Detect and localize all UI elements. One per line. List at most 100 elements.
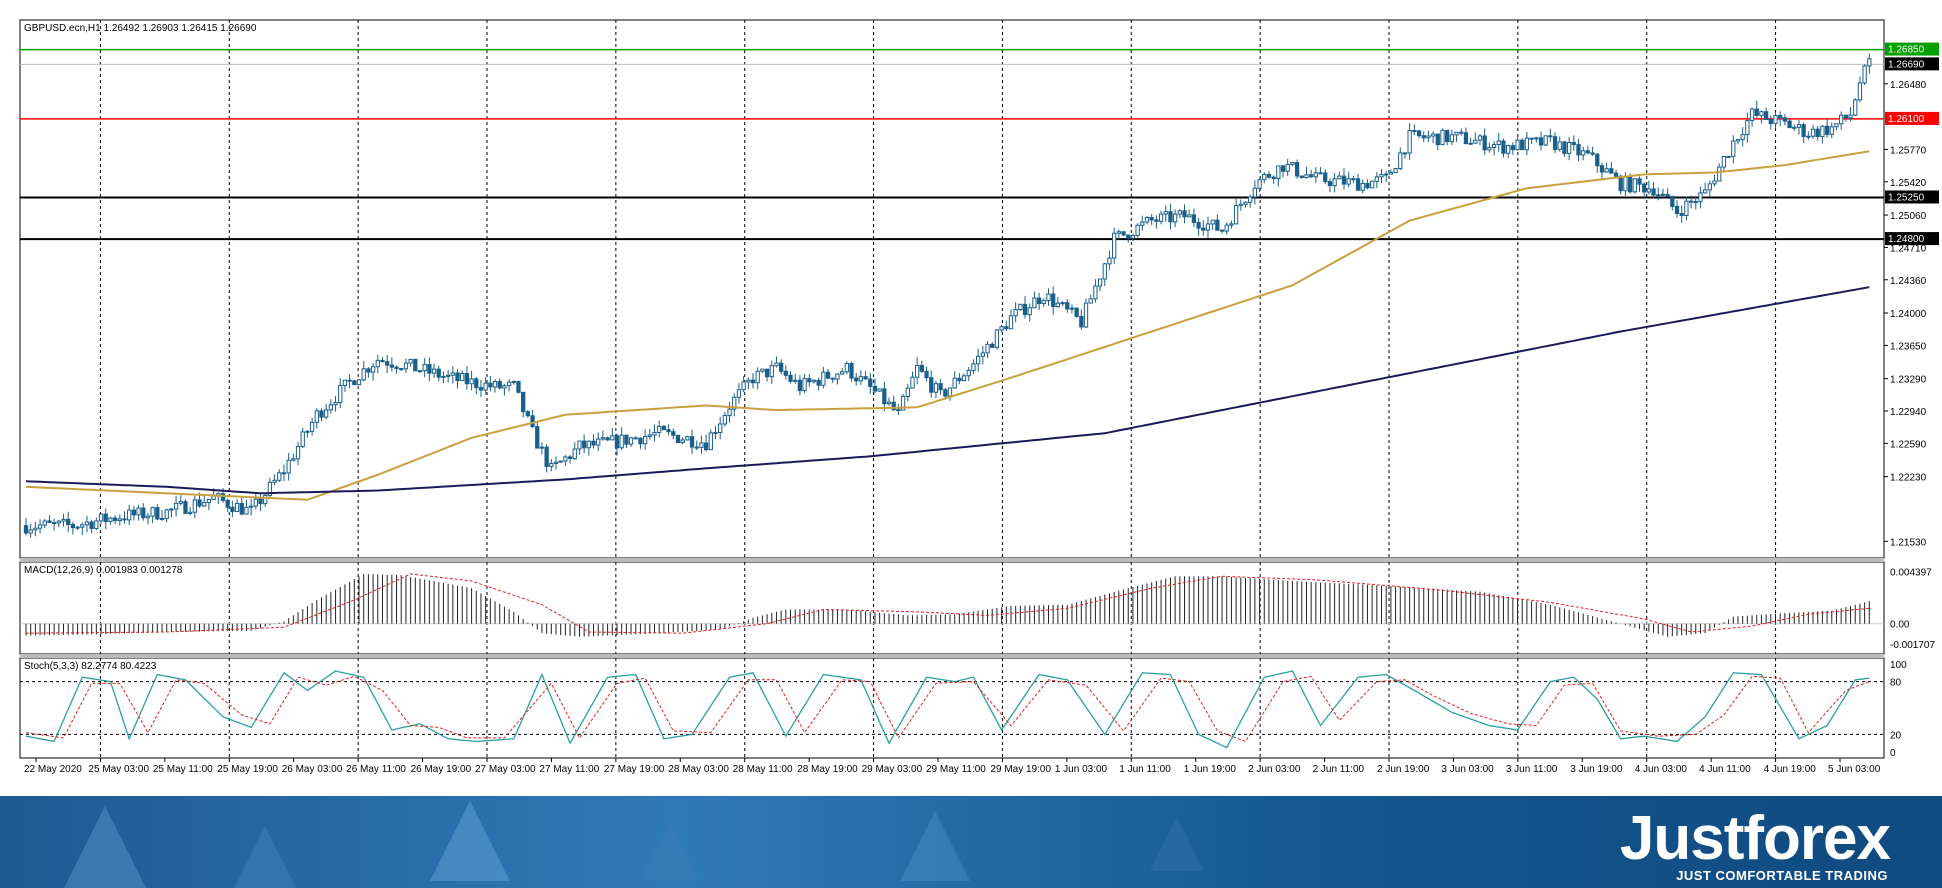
candle-body <box>793 379 798 382</box>
candle-body <box>919 364 924 372</box>
candle-body <box>70 524 76 529</box>
candle-body <box>858 376 864 382</box>
time-tick-label: 28 May 03:00 <box>668 764 729 775</box>
candle-body <box>370 366 376 373</box>
time-tick-label: 1 Jun 11:00 <box>1119 764 1171 775</box>
candle-body <box>1548 135 1553 138</box>
candle-body <box>952 377 957 389</box>
candle-body <box>680 439 685 443</box>
candle-body <box>277 472 282 481</box>
candle-body <box>849 362 854 379</box>
candle-body <box>1027 307 1032 316</box>
candle-body <box>1398 152 1403 170</box>
candle-body <box>103 513 108 522</box>
level-price-label: 1.26850 <box>1888 45 1925 56</box>
candle-body <box>52 522 57 525</box>
candle-body <box>633 437 638 440</box>
candle-body <box>1787 120 1792 129</box>
candle-body <box>1491 144 1497 148</box>
time-tick-label: 29 May 03:00 <box>862 764 923 775</box>
candle-body <box>375 359 380 368</box>
candle-body <box>1796 124 1802 128</box>
candle-body <box>886 401 892 405</box>
candle-body <box>108 517 113 522</box>
candle-body <box>1435 133 1440 146</box>
candle-body <box>1126 234 1131 239</box>
candle-body <box>80 524 85 528</box>
candle-body <box>788 374 793 382</box>
price-tick-label: 1.23650 <box>1890 341 1927 352</box>
candle-body <box>769 365 774 378</box>
candle-body <box>1369 180 1375 189</box>
candle-body <box>220 493 226 501</box>
price-tick-label: 1.24360 <box>1890 276 1927 287</box>
candle-body <box>1520 139 1525 151</box>
macd-tick-label: -0.001707 <box>1890 640 1935 651</box>
candle-body <box>671 431 676 436</box>
candle-body <box>183 501 188 514</box>
candle-body <box>1158 213 1164 222</box>
stoch-tick-label: 80 <box>1890 678 1902 689</box>
candle-body <box>1806 135 1811 138</box>
candle-body <box>1430 133 1436 137</box>
candle-body <box>1834 123 1839 128</box>
candle-body <box>1473 139 1478 144</box>
candle-body <box>1693 201 1698 204</box>
candle-body <box>1140 221 1145 226</box>
candle-body <box>1079 315 1084 328</box>
candle-body <box>582 440 587 449</box>
candle-body <box>244 506 249 515</box>
candle-body <box>1707 183 1712 191</box>
candle-body <box>291 458 296 461</box>
candle-body <box>811 379 817 383</box>
candle-body <box>1613 172 1619 177</box>
candle-body <box>352 380 357 386</box>
candle-body <box>436 368 441 378</box>
time-tick-label: 3 Jun 03:00 <box>1441 764 1494 775</box>
candle-body <box>628 437 634 445</box>
candle-body <box>1468 142 1473 145</box>
candle-body <box>66 518 71 526</box>
candle-body <box>1566 141 1572 154</box>
price-tick-label: 1.22230 <box>1890 473 1927 484</box>
candle-body <box>1262 173 1267 181</box>
candle-body <box>1332 178 1337 187</box>
candle-body <box>1449 134 1455 143</box>
candle-body <box>1848 114 1853 119</box>
candle-body <box>328 404 334 411</box>
candle-body <box>877 388 882 392</box>
candle-body <box>657 425 662 433</box>
time-tick-label: 25 May 19:00 <box>217 764 278 775</box>
candle-body <box>539 446 545 449</box>
candle-body <box>1759 111 1764 116</box>
candle-body <box>1205 223 1211 231</box>
candle-body <box>746 379 751 383</box>
candle-body <box>1355 178 1361 191</box>
candle-body <box>1144 217 1150 223</box>
candle-body <box>1768 119 1773 125</box>
candle-body <box>1421 135 1426 139</box>
time-tick-label: 3 Jun 19:00 <box>1570 764 1623 775</box>
candle-body <box>516 380 521 393</box>
candle-body <box>84 521 90 526</box>
candle-body <box>1763 111 1769 121</box>
candle-body <box>155 507 160 520</box>
candle-body <box>1069 307 1075 310</box>
candle-body <box>380 359 385 363</box>
candle-body <box>1065 302 1070 310</box>
candle-body <box>511 380 516 383</box>
candle-body <box>225 499 230 508</box>
candle-body <box>535 426 540 449</box>
candle-body <box>1248 196 1253 203</box>
candle-body <box>427 364 432 374</box>
candle-body <box>324 409 329 418</box>
candle-body <box>1482 135 1487 151</box>
candle-body <box>1515 139 1520 151</box>
candle-body <box>1445 129 1450 143</box>
candle-body <box>1280 165 1286 172</box>
time-tick-label: 26 May 19:00 <box>411 764 472 775</box>
candle-body <box>966 369 971 377</box>
candle-body <box>385 361 390 366</box>
candle-body <box>915 364 920 378</box>
stoch-tick-label: 100 <box>1890 660 1907 671</box>
